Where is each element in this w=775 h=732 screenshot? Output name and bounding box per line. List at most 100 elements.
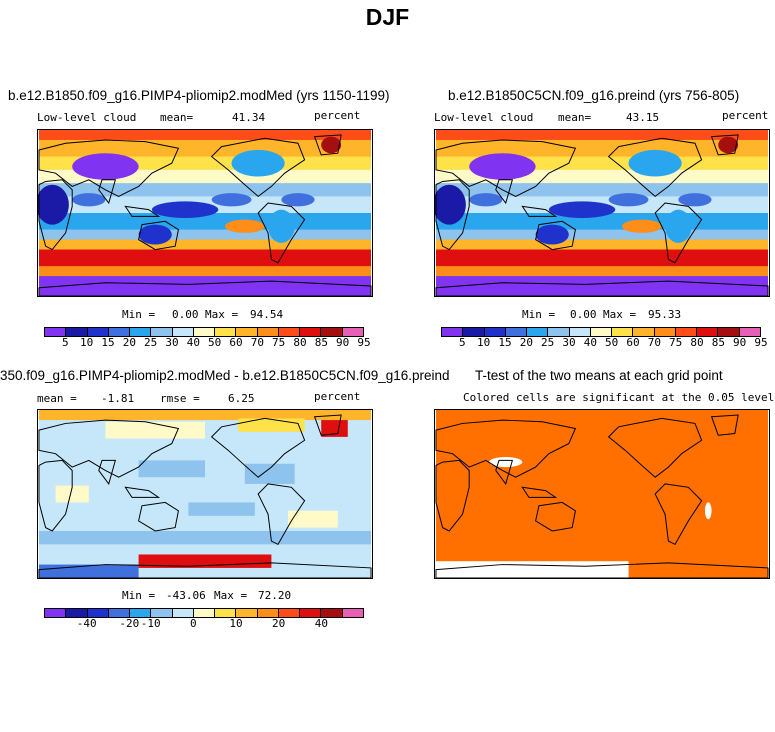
colorbar-swatch: [278, 609, 301, 617]
colorbar-swatch: [257, 328, 279, 336]
colorbar-swatch: [172, 328, 194, 336]
colorbar-tick-label: 20: [519, 336, 533, 349]
panel2-min-label: Min =: [522, 308, 556, 321]
panel2-max-value: 95.33: [648, 308, 682, 321]
cloud-band: [436, 239, 768, 251]
panel3-max-label: Max =: [214, 589, 248, 602]
colorbar-tick-label: 70: [250, 336, 264, 349]
colorbar-swatch: [442, 328, 464, 336]
colorbar-swatch: [675, 328, 698, 336]
panel3-min-value: -43.06: [166, 589, 206, 602]
cloud-band: [39, 266, 371, 277]
colorbar-swatch: [590, 328, 613, 336]
coastline: [313, 414, 342, 436]
panel4-map: [434, 409, 770, 579]
colorbar-tick-label: 25: [144, 336, 158, 349]
coastline: [38, 179, 73, 251]
colorbar-swatch: [612, 328, 634, 336]
cloud-band: [436, 276, 768, 296]
colorbar-tick-label: 85: [314, 336, 328, 349]
cloud-patch: [321, 136, 342, 154]
panel3-rmse-label: rmse =: [160, 392, 200, 405]
cloud-patch: [72, 153, 139, 180]
cloud-band: [39, 183, 371, 197]
cloud-patch: [435, 184, 466, 225]
colorbar-swatch: [257, 609, 279, 617]
coastline: [607, 137, 703, 198]
colorbar-swatch: [527, 328, 549, 336]
colorbar-swatch: [505, 328, 528, 336]
colorbar-tick-label: -20: [119, 617, 140, 630]
coastline: [124, 486, 161, 498]
panel2-mean-value: 43.15: [626, 111, 660, 124]
colorbar-tick-label: 40: [314, 617, 328, 630]
coastline: [535, 501, 576, 532]
panel3-rmse-value: 6.25: [228, 392, 255, 405]
cloud-band: [39, 229, 371, 241]
panel1-colorbar: [44, 327, 364, 337]
colorbar-swatch: [569, 328, 591, 336]
panel2-map: [434, 129, 770, 297]
coastline: [495, 459, 514, 486]
diff-patch: [55, 485, 89, 503]
colorbar-swatch: [45, 328, 67, 336]
cloud-patch: [535, 224, 569, 245]
colorbar-tick-label: 50: [208, 336, 222, 349]
panel3-max-value: 72.20: [258, 589, 292, 602]
panel1-title: b.e12.B1850.f09_g16.PIMP4-pliomip2.modMe…: [8, 88, 390, 103]
colorbar-tick-label: -10: [140, 617, 161, 630]
coastline: [38, 139, 180, 197]
colorbar-swatch: [215, 328, 237, 336]
cloud-patch: [231, 149, 285, 177]
colorbar-swatch: [342, 609, 363, 617]
colorbar-swatch: [151, 609, 173, 617]
cloud-patch: [38, 184, 69, 225]
insignificant-area: [435, 561, 629, 578]
cloud-band: [39, 139, 371, 158]
colorbar-tick-label: 5: [62, 336, 69, 349]
colorbar-swatch: [463, 328, 485, 336]
colorbar-swatch: [718, 328, 740, 336]
diff-patch: [38, 530, 372, 545]
panel2-colorbar-ticks: 5 10 15 20 25 30 40 50 60 70 75 80 85 90 95: [441, 336, 768, 350]
cloud-band: [39, 239, 371, 251]
cloud-band: [39, 130, 371, 141]
colorbar-tick-label: 90: [336, 336, 350, 349]
colorbar-tick-label: 10: [80, 336, 94, 349]
panel1-min-value: 0.00: [172, 308, 199, 321]
coastline: [38, 562, 372, 578]
colorbar-tick-label: 80: [690, 336, 704, 349]
cloud-patch: [628, 149, 682, 177]
colorbar-swatch: [66, 609, 88, 617]
cloud-patch: [469, 153, 536, 180]
colorbar-swatch: [193, 328, 216, 336]
colorbar-tick-label: 95: [754, 336, 768, 349]
coastline: [257, 202, 306, 264]
colorbar-swatch: [321, 609, 343, 617]
cloud-patch: [281, 193, 315, 207]
coastline: [607, 417, 703, 478]
panel1-field-label: Low-level cloud: [37, 111, 137, 124]
diff-patch: [105, 421, 205, 439]
colorbar-tick-label: 5: [459, 336, 466, 349]
panel1-max-value: 94.54: [250, 308, 284, 321]
panel3-title: 350.f09_g16.PIMP4-pliomip2.modMed - b.e1…: [0, 368, 450, 383]
colorbar-tick-label: 60: [626, 336, 640, 349]
panel2-units: percent: [722, 109, 769, 122]
colorbar-tick-label: 15: [498, 336, 512, 349]
coastline: [435, 139, 577, 197]
coastline: [138, 501, 179, 532]
coastline: [210, 417, 306, 478]
colorbar-tick-label: 70: [647, 336, 661, 349]
coastline: [435, 562, 769, 578]
panel1-units: percent: [314, 109, 361, 122]
page-title: DJF: [365, 4, 410, 30]
diff-patch: [188, 502, 255, 516]
cloud-patch: [608, 193, 649, 207]
coastline: [521, 486, 558, 498]
colorbar-swatch: [130, 328, 152, 336]
coastline: [710, 134, 739, 156]
panel3-min-label: Min =: [122, 589, 156, 602]
colorbar-swatch: [236, 328, 258, 336]
panel2-field-label: Low-level cloud: [434, 111, 534, 124]
